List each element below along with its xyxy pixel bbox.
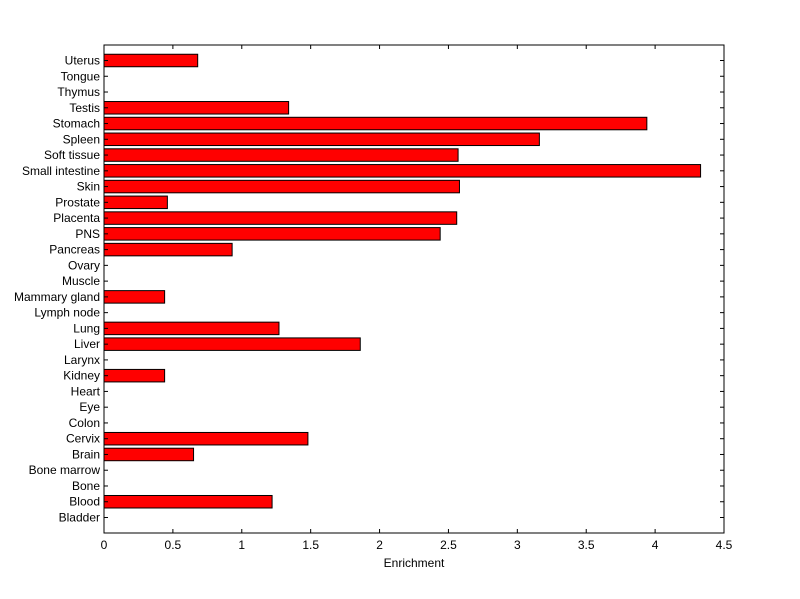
y-tick-label: Cervix — [66, 432, 100, 446]
y-tick-label: Placenta — [53, 211, 100, 225]
bar-uterus — [103, 53, 199, 68]
bar-pns — [103, 227, 441, 241]
y-tick-label: Colon — [69, 416, 100, 430]
y-tick-label: Soft tissue — [44, 148, 100, 162]
x-tick-label: 1.5 — [302, 538, 319, 552]
x-tick-label: 0.5 — [165, 538, 182, 552]
y-tick-label: PNS — [75, 227, 100, 241]
bar-brain — [103, 447, 195, 462]
y-tick-label: Muscle — [62, 274, 100, 288]
bar-skin — [103, 179, 460, 194]
y-tick-label: Thymus — [57, 85, 100, 99]
y-tick-label: Spleen — [63, 132, 100, 146]
bars-group — [103, 53, 702, 509]
y-tick-label: Pancreas — [49, 243, 100, 257]
y-tick-label: Kidney — [63, 369, 100, 383]
y-tick-label: Liver — [74, 337, 100, 351]
x-tick-label: 2 — [376, 538, 383, 552]
x-axis-label: Enrichment — [384, 556, 445, 570]
bar-small-intestine — [103, 164, 702, 178]
x-tick-label: 1 — [238, 538, 245, 552]
y-tick-label: Lymph node — [34, 306, 100, 320]
x-tick-label: 0 — [101, 538, 108, 552]
y-tick-label: Ovary — [68, 258, 100, 272]
bar-testis — [103, 101, 290, 115]
y-tick-label: Bone marrow — [29, 463, 101, 477]
y-tick-label: Uterus — [65, 54, 100, 68]
bar-placenta — [103, 211, 458, 225]
bar-stomach — [103, 116, 648, 131]
y-tick-label: Bone — [72, 479, 100, 493]
y-tick-label: Small intestine — [22, 164, 100, 178]
x-tick-label: 4 — [652, 538, 659, 552]
bar-spleen — [103, 132, 540, 147]
bar-blood — [103, 494, 273, 509]
bar-pancreas — [103, 242, 233, 257]
x-tick-label: 3.5 — [578, 538, 595, 552]
y-tick-label: Tongue — [61, 69, 101, 83]
y-tick-label: Bladder — [59, 511, 100, 525]
y-tick-label: Larynx — [64, 353, 100, 367]
bar-prostate — [103, 195, 168, 210]
bar-lung — [103, 321, 280, 336]
y-tick-label: Prostate — [55, 195, 100, 209]
bar-mammary-gland — [103, 290, 166, 304]
bar-cervix — [103, 431, 309, 446]
x-tick-label: 4.5 — [716, 538, 733, 552]
bar-liver — [103, 337, 361, 351]
y-tick-label: Stomach — [53, 117, 100, 131]
x-axis: 0 0.5 1 1.5 2 2.5 3 3.5 4 4.5 — [101, 45, 733, 552]
y-tick-label: Lung — [73, 321, 100, 335]
x-tick-label: 3 — [514, 538, 521, 552]
y-tick-label: Brain — [72, 447, 100, 461]
x-tick-label: 2.5 — [440, 538, 457, 552]
bar-kidney — [103, 368, 166, 383]
y-tick-label: Blood — [69, 495, 100, 509]
y-tick-label: Heart — [71, 384, 101, 398]
y-tick-label: Eye — [79, 400, 100, 414]
y-tick-label: Skin — [77, 180, 100, 194]
y-tick-label: Testis — [69, 101, 100, 115]
bar-soft-tissue — [103, 148, 459, 162]
y-tick-label: Mammary gland — [14, 290, 100, 304]
